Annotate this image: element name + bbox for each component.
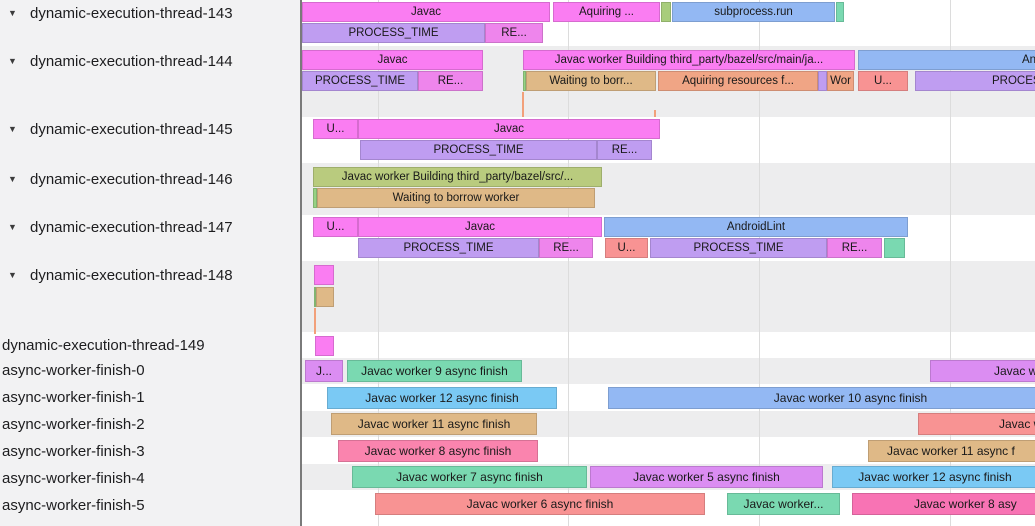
track-label-async-worker-finish-3[interactable]: async-worker-finish-3 — [0, 441, 302, 461]
trace-slice[interactable]: Javac worker 7 async finish — [352, 466, 587, 488]
trace-slice[interactable]: Javac worker 11 async f — [868, 440, 1035, 462]
trace-slice[interactable]: RE... — [485, 23, 543, 43]
trace-slice[interactable] — [313, 188, 317, 208]
gridline — [378, 0, 379, 526]
trace-slice[interactable]: Waiting to borrow worker — [317, 188, 595, 208]
collapse-triangle-icon[interactable]: ▼ — [8, 8, 17, 18]
track-label-text: async-worker-finish-4 — [2, 469, 145, 487]
track-label-dynamic-execution-thread-146[interactable]: ▼ dynamic-execution-thread-146 — [0, 169, 300, 189]
collapse-triangle-icon[interactable]: ▼ — [8, 56, 17, 66]
track-label-async-worker-finish-2[interactable]: async-worker-finish-2 — [0, 414, 302, 434]
trace-slice[interactable]: Javac worker 6 async finish — [375, 493, 705, 515]
trace-slice[interactable] — [818, 71, 827, 91]
trace-slice[interactable]: AndroidLint — [858, 50, 1035, 70]
band-dynamic-execution-thread-148 — [302, 261, 1035, 332]
trace-slice[interactable]: Javac worker 11 async finish — [331, 413, 537, 435]
instant-marker — [522, 92, 524, 117]
trace-slice[interactable]: Javac worker 5 async finish — [590, 466, 823, 488]
track-label-dynamic-execution-thread-148[interactable]: ▼ dynamic-execution-thread-148 — [0, 265, 300, 285]
trace-slice[interactable]: Javac worker 8 async finish — [338, 440, 538, 462]
track-label-text: dynamic-execution-thread-144 — [30, 52, 233, 70]
trace-slice[interactable] — [316, 287, 334, 307]
gridline — [759, 0, 760, 526]
track-label-text: async-worker-finish-3 — [2, 442, 145, 460]
collapse-triangle-icon[interactable]: ▼ — [8, 174, 17, 184]
gridline — [568, 0, 569, 526]
track-label-text: dynamic-execution-thread-149 — [2, 336, 205, 354]
trace-slice[interactable]: Javac worke — [918, 413, 1035, 435]
track-label-text: dynamic-execution-thread-148 — [30, 266, 233, 284]
trace-slice[interactable]: PROCESS_TIME — [302, 23, 485, 43]
trace-slice[interactable]: U... — [858, 71, 908, 91]
track-label-dynamic-execution-thread-144[interactable]: ▼ dynamic-execution-thread-144 — [0, 51, 300, 71]
collapse-triangle-icon[interactable]: ▼ — [8, 270, 17, 280]
trace-slice[interactable]: RE... — [539, 238, 593, 258]
timeline-canvas[interactable]: Javac Aquiring ... subprocess.run PROCESS_T… — [302, 0, 1035, 526]
trace-slice[interactable]: Javac — [302, 50, 483, 70]
trace-slice[interactable]: U... — [605, 238, 648, 258]
instant-marker — [314, 308, 316, 334]
track-label-dynamic-execution-thread-149[interactable]: dynamic-execution-thread-149 — [0, 335, 302, 355]
collapse-triangle-icon[interactable]: ▼ — [8, 124, 17, 134]
trace-slice[interactable]: Javac worker 10 async finish — [608, 387, 1035, 409]
trace-slice[interactable]: subprocess.run — [672, 2, 835, 22]
track-sidebar: ▼ dynamic-execution-thread-143 ▼ dynamic-ex… — [0, 0, 302, 526]
track-label-async-worker-finish-5[interactable]: async-worker-finish-5 — [0, 495, 302, 515]
track-label-text: async-worker-finish-0 — [2, 361, 145, 379]
track-label-text: dynamic-execution-thread-145 — [30, 120, 233, 138]
trace-slice[interactable]: PROCESS_TIME — [360, 140, 597, 160]
trace-slice[interactable]: PROCESS_TIME — [915, 71, 1035, 91]
gridline — [950, 0, 951, 526]
track-label-text: async-worker-finish-2 — [2, 415, 145, 433]
trace-slice[interactable]: PROCESS_TIME — [650, 238, 827, 258]
track-label-text: async-worker-finish-5 — [2, 496, 145, 514]
track-label-text: async-worker-finish-1 — [2, 388, 145, 406]
track-label-dynamic-execution-thread-147[interactable]: ▼ dynamic-execution-thread-147 — [0, 217, 300, 237]
trace-slice[interactable]: Javac worker Building third_party/bazel/… — [313, 167, 602, 187]
track-label-dynamic-execution-thread-145[interactable]: ▼ dynamic-execution-thread-145 — [0, 119, 300, 139]
trace-slice[interactable]: Aquiring resources f... — [658, 71, 818, 91]
trace-slice[interactable] — [315, 336, 334, 356]
trace-slice[interactable] — [314, 287, 316, 307]
trace-slice[interactable] — [836, 2, 844, 22]
track-label-dynamic-execution-thread-143[interactable]: ▼ dynamic-execution-thread-143 — [0, 3, 300, 23]
trace-slice[interactable] — [661, 2, 671, 22]
trace-slice[interactable]: RE... — [827, 238, 882, 258]
trace-slice[interactable]: J... — [305, 360, 343, 382]
track-label-async-worker-finish-1[interactable]: async-worker-finish-1 — [0, 387, 302, 407]
trace-slice[interactable]: Javac worker 12 async finish — [832, 466, 1035, 488]
trace-slice[interactable]: Javac worker 9 async finish — [347, 360, 522, 382]
trace-slice[interactable]: U... — [313, 217, 358, 237]
instant-marker — [654, 110, 656, 117]
trace-slice[interactable] — [314, 265, 334, 285]
track-label-async-worker-finish-4[interactable]: async-worker-finish-4 — [0, 468, 302, 488]
trace-slice[interactable]: Javac — [358, 119, 660, 139]
trace-slice[interactable]: PROCESS_TIME — [358, 238, 539, 258]
trace-slice[interactable]: Javac worker 8 asy — [852, 493, 1035, 515]
trace-slice[interactable] — [523, 71, 526, 91]
trace-slice[interactable]: RE... — [597, 140, 652, 160]
trace-slice[interactable]: Javac — [302, 2, 550, 22]
trace-slice[interactable]: Javac — [358, 217, 602, 237]
track-label-text: dynamic-execution-thread-143 — [30, 4, 233, 22]
trace-slice[interactable]: AndroidLint — [604, 217, 908, 237]
trace-slice[interactable]: Javac worker Building third_party/bazel/… — [523, 50, 855, 70]
trace-slice[interactable]: Waiting to borr... — [526, 71, 656, 91]
track-label-text: dynamic-execution-thread-146 — [30, 170, 233, 188]
trace-slice[interactable]: Javac worker... — [727, 493, 840, 515]
band-dynamic-execution-thread-149 — [302, 332, 1035, 358]
trace-slice[interactable]: Javac w — [930, 360, 1035, 382]
collapse-triangle-icon[interactable]: ▼ — [8, 222, 17, 232]
trace-slice[interactable]: U... — [313, 119, 358, 139]
track-label-text: dynamic-execution-thread-147 — [30, 218, 233, 236]
trace-slice[interactable]: PROCESS_TIME — [302, 71, 418, 91]
track-label-async-worker-finish-0[interactable]: async-worker-finish-0 — [0, 360, 302, 380]
trace-slice[interactable] — [884, 238, 905, 258]
trace-slice[interactable]: RE... — [418, 71, 483, 91]
trace-slice[interactable]: Wor — [827, 71, 854, 91]
trace-slice[interactable]: Aquiring ... — [553, 2, 660, 22]
trace-slice[interactable]: Javac worker 12 async finish — [327, 387, 557, 409]
